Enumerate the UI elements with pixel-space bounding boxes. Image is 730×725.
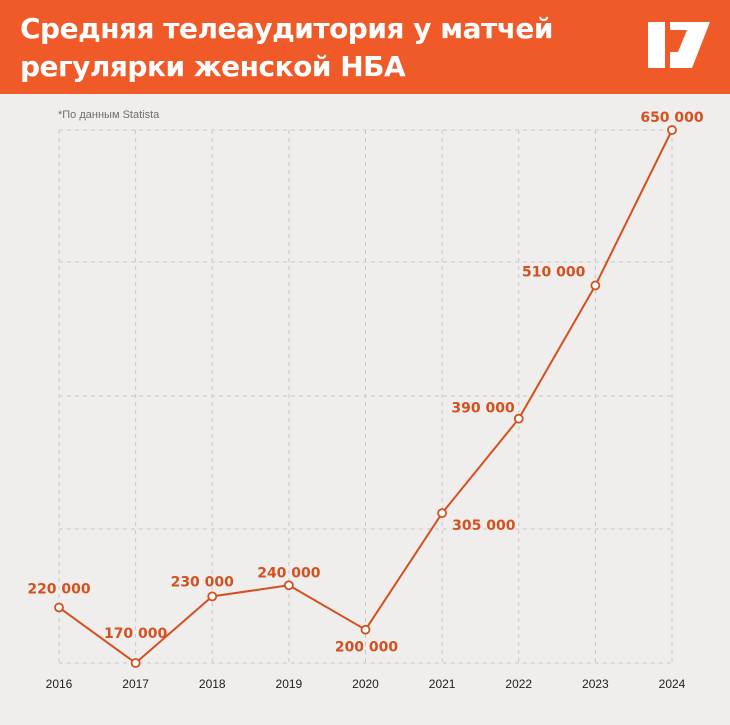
source-note: *По данным Statista (58, 109, 160, 121)
data-point-2024 (667, 125, 677, 135)
data-point-2018 (207, 591, 218, 602)
x-tick-label-2023: 2023 (582, 677, 609, 691)
chart-x-ticks: 2016 2017 2018 2019 2020 2021 2022 2023 2024 (46, 677, 686, 691)
x-tick-label-2017: 2017 (122, 677, 149, 691)
value-label-2023: 510 000 (522, 264, 586, 280)
data-point-2023 (590, 280, 601, 291)
header-banner: Средняя телеаудитория у матчей регулярки… (0, 0, 730, 94)
title-line-2: регулярки женской НБА (20, 50, 406, 83)
brand-logo-icon (648, 22, 710, 68)
value-label-2022: 390 000 (451, 401, 515, 417)
chart-series (54, 125, 677, 668)
line-chart: 220 000 170 000 230 000 240 000 200 000 305 0… (27, 110, 704, 691)
x-tick-label-2022: 2022 (505, 677, 532, 691)
value-label-2018: 230 000 (171, 574, 235, 590)
x-tick-label-2021: 2021 (429, 677, 456, 691)
x-tick-label-2016: 2016 (46, 677, 73, 691)
chart-grid (58, 129, 673, 664)
x-tick-label-2019: 2019 (276, 677, 303, 691)
data-point-2017 (130, 658, 141, 668)
chart-value-labels: 220 000 170 000 230 000 240 000 200 000 305 0… (27, 110, 704, 656)
x-tick-label-2018: 2018 (199, 677, 226, 691)
value-label-2024: 650 000 (640, 110, 704, 126)
value-label-2017: 170 000 (104, 626, 168, 642)
data-point-2020 (360, 624, 371, 635)
data-point-2021 (437, 508, 448, 518)
x-tick-label-2024: 2024 (659, 677, 686, 691)
data-point-2016 (54, 602, 64, 613)
data-point-2022 (513, 413, 524, 424)
value-label-2016: 220 000 (27, 581, 91, 597)
chart-title: Средняя телеаудитория у матчей регулярки… (20, 10, 620, 86)
value-label-2021: 305 000 (452, 518, 516, 534)
value-label-2020: 200 000 (335, 640, 399, 656)
value-label-2019: 240 000 (257, 565, 321, 581)
data-point-2019 (283, 580, 294, 591)
x-tick-label-2020: 2020 (352, 677, 379, 691)
title-line-1: Средняя телеаудитория у матчей (20, 12, 554, 45)
